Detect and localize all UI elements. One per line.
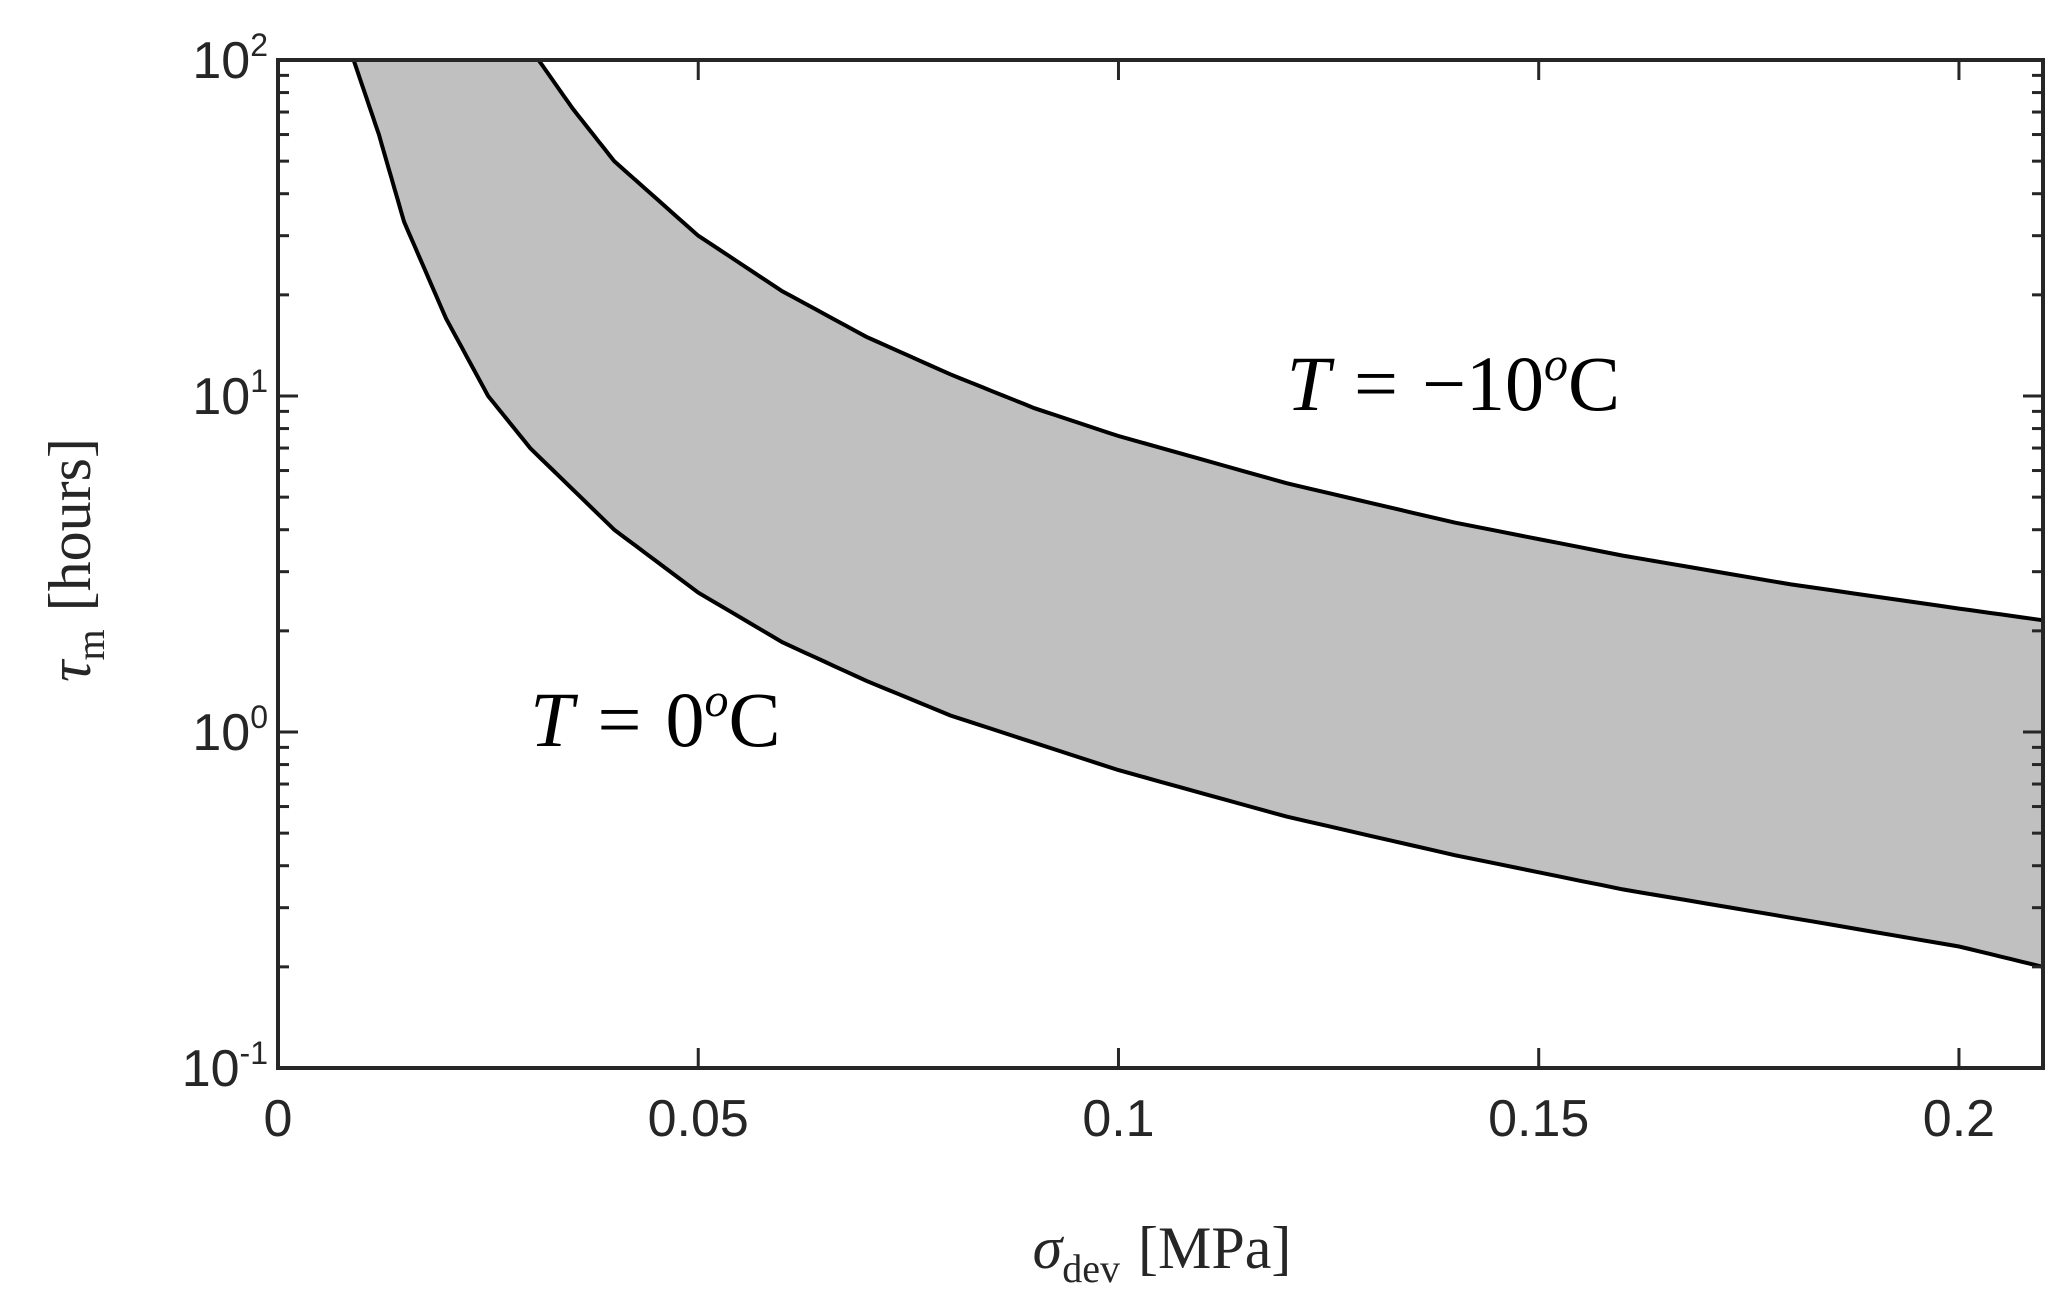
x-tick-label: 0.2 — [1923, 1090, 1995, 1148]
band-fill — [353, 60, 2044, 967]
x-tick-label: 0.15 — [1488, 1090, 1589, 1148]
x-axis-title: σdev [MPa] — [1033, 1215, 1292, 1291]
x-tick-label: 0.1 — [1082, 1090, 1154, 1148]
x-tick-label: 0.05 — [648, 1090, 749, 1148]
y-axis-title: τm[hours] — [37, 438, 113, 682]
annotations: T = −10oC T = 0oC — [530, 338, 1620, 763]
lower-label: T = 0oC — [530, 674, 780, 763]
curve-lower — [351, 59, 2044, 969]
upper-label: T = −10oC — [1287, 338, 1620, 427]
x-tick-labels: 0 0.05 0.1 0.15 0.2 — [264, 1090, 1996, 1148]
curve-upper — [536, 58, 2044, 623]
y-tick-label: 102 — [192, 27, 268, 90]
y-tick-label: 101 — [192, 363, 268, 426]
plot-frame — [276, 58, 2045, 1070]
y-tick-labels: 10-1 100 101 102 — [182, 27, 268, 1098]
x-tick-label: 0 — [264, 1090, 293, 1148]
y-tick-label: 10-1 — [182, 1035, 268, 1098]
y-tick-label: 100 — [192, 699, 268, 762]
